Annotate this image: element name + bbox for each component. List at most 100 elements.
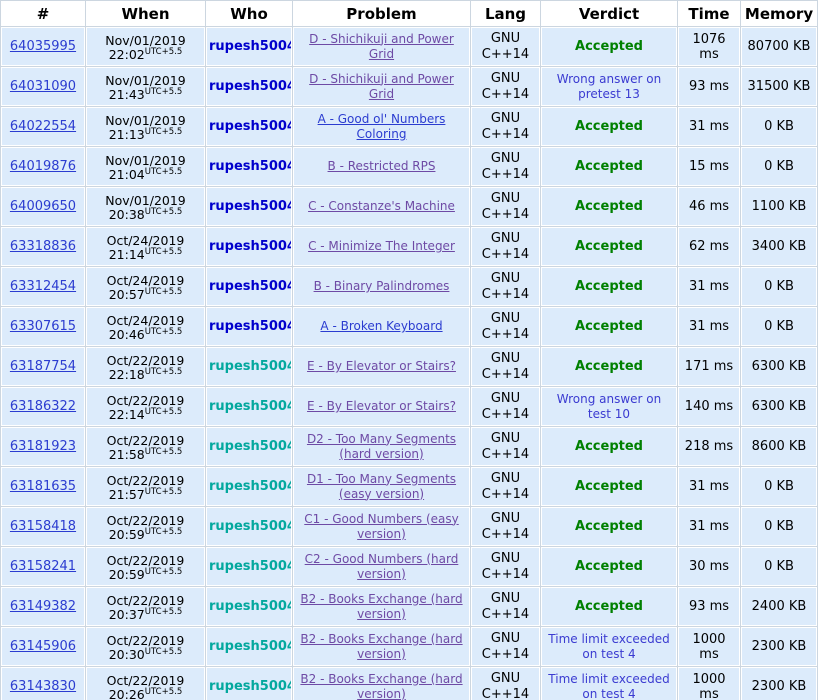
time-cell: 93 ms — [678, 67, 740, 106]
time-cell: 31 ms — [678, 507, 740, 546]
user-link[interactable]: rupesh50042 — [209, 239, 291, 254]
submission-id-link[interactable]: 64009650 — [9, 199, 77, 214]
problem-link[interactable]: A - Good ol' Numbers Coloring — [317, 111, 446, 141]
memory-cell: 0 KB — [741, 307, 817, 346]
problem-link[interactable]: C - Minimize The Integer — [308, 239, 455, 253]
timezone-suffix: UTC+5.5 — [144, 46, 183, 57]
user-link[interactable]: rupesh50042 — [209, 159, 291, 174]
submission-id-link[interactable]: 64031090 — [9, 79, 77, 94]
submission-clock: 21:04 — [108, 166, 145, 182]
who-cell: rupesh50042 — [206, 387, 292, 426]
verdict-text: Time limit exceeded on test 4 — [548, 631, 670, 661]
submission-id-link[interactable]: 63186322 — [9, 399, 77, 414]
user-link[interactable]: rupesh50042 — [209, 199, 291, 214]
problem-link[interactable]: D - Shichikuji and Power Grid — [309, 71, 454, 101]
verdict-text: Accepted — [575, 199, 643, 214]
who-cell: rupesh50042 — [206, 67, 292, 106]
column-header-problem: Problem — [293, 1, 470, 26]
memory-cell: 31500 KB — [741, 67, 817, 106]
submission-clock: 22:02 — [108, 46, 145, 62]
id-cell: 63312454 — [1, 267, 85, 306]
verdict-cell: Wrong answer on pretest 13 — [541, 67, 677, 106]
column-header-time: Time — [678, 1, 740, 26]
problem-link[interactable]: C1 - Good Numbers (easy version) — [304, 511, 459, 541]
user-link[interactable]: rupesh50042 — [209, 519, 291, 534]
verdict-cell: Accepted — [541, 507, 677, 546]
submission-id-link[interactable]: 63158418 — [9, 519, 77, 534]
who-cell: rupesh50042 — [206, 667, 292, 700]
submission-id-link[interactable]: 63145906 — [9, 639, 77, 654]
when-cell: Oct/22/2019 20:59UTC+5.5 — [86, 507, 205, 546]
when-cell: Nov/01/2019 21:13UTC+5.5 — [86, 107, 205, 146]
memory-cell: 6300 KB — [741, 387, 817, 426]
user-link[interactable]: rupesh50042 — [209, 439, 291, 454]
problem-link[interactable]: A - Broken Keyboard — [320, 319, 443, 333]
user-link[interactable]: rupesh50042 — [209, 399, 291, 414]
verdict-cell: Time limit exceeded on test 4 — [541, 627, 677, 666]
user-link[interactable]: rupesh50042 — [209, 639, 291, 654]
who-cell: rupesh50042 — [206, 107, 292, 146]
problem-link[interactable]: B2 - Books Exchange (hard version) — [300, 671, 463, 700]
problem-link[interactable]: C - Constanze's Machine — [308, 199, 455, 213]
problem-cell: C2 - Good Numbers (hard version) — [293, 547, 470, 586]
problem-link[interactable]: C2 - Good Numbers (hard version) — [304, 551, 459, 581]
submission-id-link[interactable]: 63312454 — [9, 279, 77, 294]
user-link[interactable]: rupesh50042 — [209, 679, 291, 694]
id-cell: 64009650 — [1, 187, 85, 226]
problem-cell: E - By Elevator or Stairs? — [293, 347, 470, 386]
submission-row: 63307615 Oct/24/2019 20:46UTC+5.5 rupesh500… — [1, 307, 817, 346]
lang-cell: GNU C++14 — [471, 547, 540, 586]
problem-link[interactable]: B2 - Books Exchange (hard version) — [300, 591, 463, 621]
when-cell: Oct/24/2019 21:14UTC+5.5 — [86, 227, 205, 266]
timezone-suffix: UTC+5.5 — [144, 686, 183, 697]
id-cell: 63181923 — [1, 427, 85, 466]
submission-row: 63145906 Oct/22/2019 20:30UTC+5.5 rupesh500… — [1, 627, 817, 666]
verdict-text: Accepted — [575, 319, 643, 334]
user-link[interactable]: rupesh50042 — [209, 39, 291, 54]
submission-id-link[interactable]: 64035995 — [9, 39, 77, 54]
submission-time: 21:04UTC+5.5 — [89, 166, 202, 182]
user-link[interactable]: rupesh50042 — [209, 79, 291, 94]
problem-cell: D2 - Too Many Segments (hard version) — [293, 427, 470, 466]
submission-id-link[interactable]: 63187754 — [9, 359, 77, 374]
problem-link[interactable]: B2 - Books Exchange (hard version) — [300, 631, 463, 661]
submission-id-link[interactable]: 63143830 — [9, 679, 77, 694]
lang-cell: GNU C++14 — [471, 27, 540, 66]
id-cell: 63307615 — [1, 307, 85, 346]
problem-link[interactable]: B - Binary Palindromes — [313, 279, 450, 293]
submission-clock: 22:14 — [108, 406, 145, 422]
problem-link[interactable]: D1 - Too Many Segments (easy version) — [306, 471, 457, 501]
user-link[interactable]: rupesh50042 — [209, 559, 291, 574]
submission-id-link[interactable]: 64019876 — [9, 159, 77, 174]
problem-link[interactable]: E - By Elevator or Stairs? — [307, 359, 456, 373]
problem-link[interactable]: B - Restricted RPS — [327, 159, 436, 173]
user-link[interactable]: rupesh50042 — [209, 279, 291, 294]
timezone-suffix: UTC+5.5 — [144, 246, 183, 257]
submission-id-link[interactable]: 63181635 — [9, 479, 77, 494]
verdict-cell: Accepted — [541, 107, 677, 146]
submission-id-link[interactable]: 63307615 — [9, 319, 77, 334]
problem-link[interactable]: D2 - Too Many Segments (hard version) — [306, 431, 457, 461]
user-link[interactable]: rupesh50042 — [209, 599, 291, 614]
when-cell: Nov/01/2019 20:38UTC+5.5 — [86, 187, 205, 226]
lang-cell: GNU C++14 — [471, 187, 540, 226]
who-cell: rupesh50042 — [206, 307, 292, 346]
user-link[interactable]: rupesh50042 — [209, 359, 291, 374]
submission-id-link[interactable]: 63181923 — [9, 439, 77, 454]
verdict-text: Accepted — [575, 359, 643, 374]
timezone-suffix: UTC+5.5 — [144, 126, 183, 137]
submission-id-link[interactable]: 64022554 — [9, 119, 77, 134]
user-link[interactable]: rupesh50042 — [209, 319, 291, 334]
problem-cell: A - Broken Keyboard — [293, 307, 470, 346]
column-header-id: # — [1, 1, 85, 26]
submission-id-link[interactable]: 63149382 — [9, 599, 77, 614]
time-cell: 62 ms — [678, 227, 740, 266]
submission-clock: 21:57 — [108, 486, 145, 502]
problem-link[interactable]: D - Shichikuji and Power Grid — [309, 31, 454, 61]
problem-link[interactable]: E - By Elevator or Stairs? — [307, 399, 456, 413]
user-link[interactable]: rupesh50042 — [209, 479, 291, 494]
submission-id-link[interactable]: 63318836 — [9, 239, 77, 254]
id-cell: 63149382 — [1, 587, 85, 626]
submission-id-link[interactable]: 63158241 — [9, 559, 77, 574]
user-link[interactable]: rupesh50042 — [209, 119, 291, 134]
